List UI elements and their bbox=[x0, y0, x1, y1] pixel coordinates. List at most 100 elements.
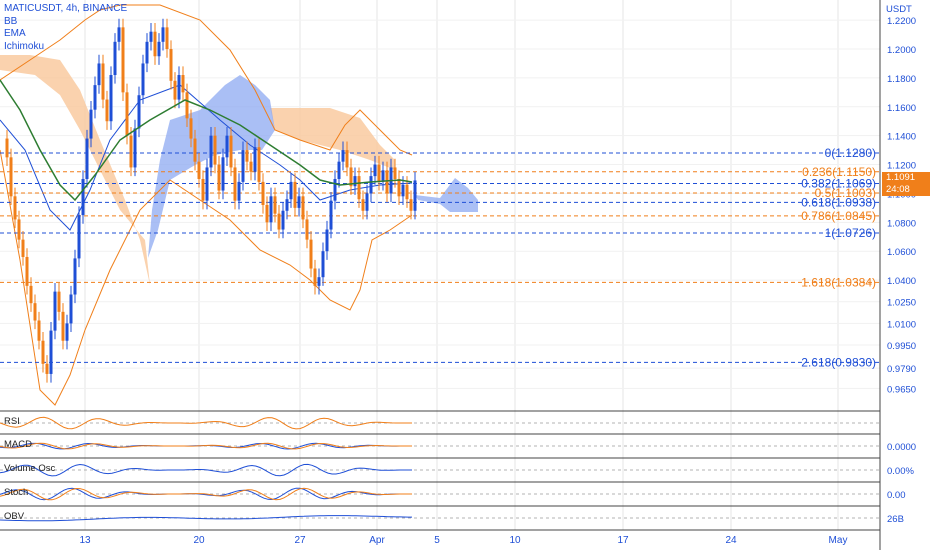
candle-body bbox=[333, 178, 337, 201]
candle-body bbox=[181, 75, 185, 93]
candle-body bbox=[137, 95, 141, 129]
y-tick-label: 1.0400 bbox=[887, 276, 916, 287]
candle-body bbox=[17, 219, 21, 240]
candle-body bbox=[369, 176, 373, 194]
x-tick-label: 27 bbox=[294, 535, 306, 546]
candle-body bbox=[381, 170, 385, 182]
candle-body bbox=[121, 27, 125, 93]
y-tick-label: 1.1800 bbox=[887, 74, 916, 85]
ichimoku-cloud-bullish bbox=[148, 75, 275, 258]
y-tick-label: 0.9650 bbox=[887, 384, 916, 395]
currency-label: USDT bbox=[886, 4, 912, 15]
pane-series-line bbox=[0, 416, 412, 430]
ichimoku-cloud-bearish bbox=[270, 108, 395, 170]
bar-countdown: 24:08 bbox=[886, 184, 910, 195]
y-tick-label: 0.9950 bbox=[887, 341, 916, 352]
candle-body bbox=[149, 31, 153, 42]
pane-axis-label: 26B bbox=[887, 514, 904, 525]
indicator-ema[interactable]: EMA bbox=[4, 28, 26, 39]
candle-body bbox=[317, 277, 321, 286]
candle-body bbox=[253, 147, 257, 172]
x-tick-label: 10 bbox=[509, 535, 521, 546]
candle-body bbox=[25, 256, 29, 286]
candle-body bbox=[313, 268, 317, 286]
fib-label: 0.786(1.0845) bbox=[801, 209, 876, 223]
candle-body bbox=[257, 147, 261, 182]
candle-body bbox=[281, 210, 285, 230]
x-tick-label: May bbox=[829, 535, 848, 546]
candle-body bbox=[405, 184, 409, 200]
candle-body bbox=[225, 135, 229, 158]
candle-body bbox=[229, 135, 233, 168]
candle-body bbox=[377, 164, 381, 182]
candle-body bbox=[353, 176, 357, 187]
candle-body bbox=[361, 199, 365, 211]
fib-label: 1(1.0726) bbox=[825, 226, 876, 240]
candle-body bbox=[301, 196, 305, 220]
candle-body bbox=[65, 323, 69, 341]
candle-body bbox=[9, 157, 13, 197]
x-tick-label: 24 bbox=[725, 535, 737, 546]
candle-body bbox=[33, 303, 37, 321]
fib-label: 0.5(1.1003) bbox=[815, 186, 876, 200]
candle-body bbox=[61, 311, 65, 341]
candle-body bbox=[161, 27, 165, 42]
y-tick-label: 1.2000 bbox=[887, 45, 916, 56]
candle-body bbox=[185, 92, 189, 119]
candle-body bbox=[265, 204, 269, 223]
indicator-ichimoku[interactable]: Ichimoku bbox=[4, 40, 45, 52]
candle-body bbox=[129, 135, 133, 168]
candle-body bbox=[177, 75, 181, 100]
x-tick-label: 5 bbox=[434, 535, 440, 546]
pane-title: Volume Osc bbox=[4, 463, 55, 474]
y-tick-label: 1.1400 bbox=[887, 132, 916, 143]
ichimoku-cloud-bullish bbox=[415, 178, 478, 212]
candle-body bbox=[273, 196, 277, 214]
candle-body bbox=[93, 85, 97, 110]
candle-body bbox=[201, 178, 205, 201]
pane-signal-line bbox=[0, 487, 412, 501]
y-tick-label: 0.9790 bbox=[887, 364, 916, 375]
pane-axis-label: 0.00% bbox=[887, 466, 914, 477]
x-tick-label: Apr bbox=[369, 535, 385, 546]
indicator-bb[interactable]: BB bbox=[4, 15, 18, 27]
candle-body bbox=[213, 135, 217, 165]
ema-line bbox=[0, 79, 413, 202]
candle-body bbox=[117, 27, 121, 42]
candle-body bbox=[325, 229, 329, 252]
y-tick-label: 1.1600 bbox=[887, 103, 916, 114]
candle-body bbox=[237, 181, 241, 201]
candle-body bbox=[349, 167, 353, 187]
x-tick-label: 20 bbox=[193, 535, 205, 546]
candle-body bbox=[49, 330, 53, 374]
candle-body bbox=[21, 239, 25, 257]
last-price-value: 1.1091 bbox=[886, 172, 916, 183]
fib-label: 2.618(0.9830) bbox=[801, 355, 876, 369]
candle-body bbox=[45, 363, 49, 374]
candle-body bbox=[109, 75, 113, 122]
candle-body bbox=[101, 63, 105, 100]
candle-body bbox=[77, 215, 81, 259]
pane-axis-label: 0.0000 bbox=[887, 442, 916, 453]
candle-body bbox=[141, 63, 145, 96]
candle-body bbox=[385, 170, 389, 194]
candle-body bbox=[157, 41, 161, 57]
candle-body bbox=[401, 184, 405, 197]
candle-body bbox=[97, 63, 101, 86]
candle-body bbox=[133, 128, 137, 168]
ichimoku-cloud-bearish bbox=[0, 55, 150, 285]
candle-body bbox=[193, 138, 197, 162]
candle-body bbox=[81, 178, 85, 216]
bollinger-lower-band bbox=[0, 149, 413, 406]
candle-body bbox=[169, 49, 173, 81]
candle-body bbox=[289, 181, 293, 200]
fib-label: 0.382(1.1069) bbox=[801, 176, 876, 190]
candle-body bbox=[233, 167, 237, 201]
candle-body bbox=[365, 193, 369, 211]
chart-legend: MATICUSDT, 4h, BINANCE BB EMA Ichimoku bbox=[4, 3, 127, 53]
fib-label: 0.236(1.1150) bbox=[802, 165, 876, 179]
candle-body bbox=[85, 138, 89, 179]
candle-body bbox=[125, 92, 129, 136]
pane-signal-line bbox=[0, 442, 412, 450]
